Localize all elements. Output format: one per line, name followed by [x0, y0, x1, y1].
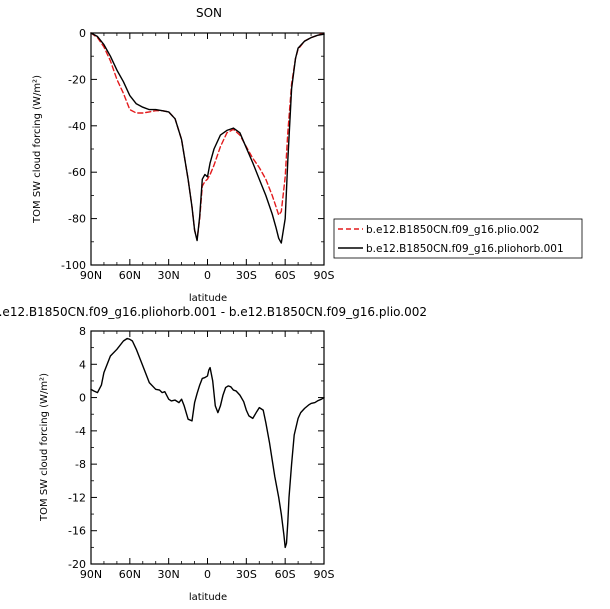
bottom-y-tick-label: -12 — [68, 491, 86, 504]
top-y-tick-label: -100 — [61, 259, 86, 272]
bottom-x-tick-label: 0 — [204, 568, 211, 581]
bottom-x-tick-label: 60S — [275, 568, 296, 581]
top-y-tick-label: -60 — [68, 166, 86, 179]
bottom-y-tick-label: 8 — [79, 325, 86, 338]
bottom-x-tick-label: 30S — [236, 568, 257, 581]
bottom-x-axis-label: latitude — [189, 592, 227, 603]
bottom-y-tick-label: 0 — [79, 392, 86, 405]
top-y-axis-label: TOM SW cloud forcing (W/m²) — [32, 75, 43, 224]
bottom-plot-frame — [90, 330, 325, 565]
top-y-tick-label: 0 — [79, 27, 86, 40]
bottom-series-line-0 — [90, 337, 325, 549]
top-series-line-1 — [90, 32, 325, 244]
top-x-tick-label: 30S — [236, 269, 257, 282]
bottom-y-tick-label: 4 — [79, 358, 86, 371]
top-x-tick-label: 60S — [275, 269, 296, 282]
top-y-tick-label: -80 — [68, 213, 86, 226]
top-series-line-0 — [90, 32, 325, 241]
top-y-tick-label: -20 — [68, 73, 86, 86]
bottom-panel: b.e12.B1850CN.f09_g16.pliohorb.001 - b.e… — [0, 305, 427, 603]
top-y-tick-label: -40 — [68, 120, 86, 133]
legend-box — [333, 218, 583, 259]
bottom-x-tick-label: 90N — [80, 568, 102, 581]
top-x-tick-label: 90N — [80, 269, 102, 282]
bottom-y-tick-label: -20 — [68, 558, 86, 571]
top-x-tick-label: 60N — [119, 269, 141, 282]
bottom-x-tick-label: 60N — [119, 568, 141, 581]
top-x-tick-label: 30N — [158, 269, 180, 282]
bottom-x-tick-label: 90S — [314, 568, 335, 581]
bottom-x-tick-label: 30N — [158, 568, 180, 581]
bottom-y-tick-label: -4 — [75, 425, 86, 438]
bottom-chart-title: b.e12.B1850CN.f09_g16.pliohorb.001 - b.e… — [0, 305, 427, 319]
top-panel: SON 90N 60N 30N 0 30S 60S 90S 0 -20 -40 -60 -80 -100… — [32, 6, 335, 304]
bottom-y-tick-label: -16 — [68, 525, 86, 538]
top-x-tick-label: 0 — [204, 269, 211, 282]
bottom-y-tick-label: -8 — [75, 458, 86, 471]
legend: b.e12.B1850CN.f09_g16.plio.002 b.e12.B18… — [333, 218, 583, 259]
top-chart-title: SON — [196, 6, 222, 20]
top-x-tick-label: 90S — [314, 269, 335, 282]
top-x-axis-label: latitude — [189, 293, 227, 304]
legend-label-pliohorb: b.e12.B1850CN.f09_g16.pliohorb.001 — [366, 243, 564, 255]
bottom-y-axis-label: TOM SW cloud forcing (W/m²) — [39, 373, 50, 522]
legend-label-plio: b.e12.B1850CN.f09_g16.plio.002 — [366, 224, 539, 236]
